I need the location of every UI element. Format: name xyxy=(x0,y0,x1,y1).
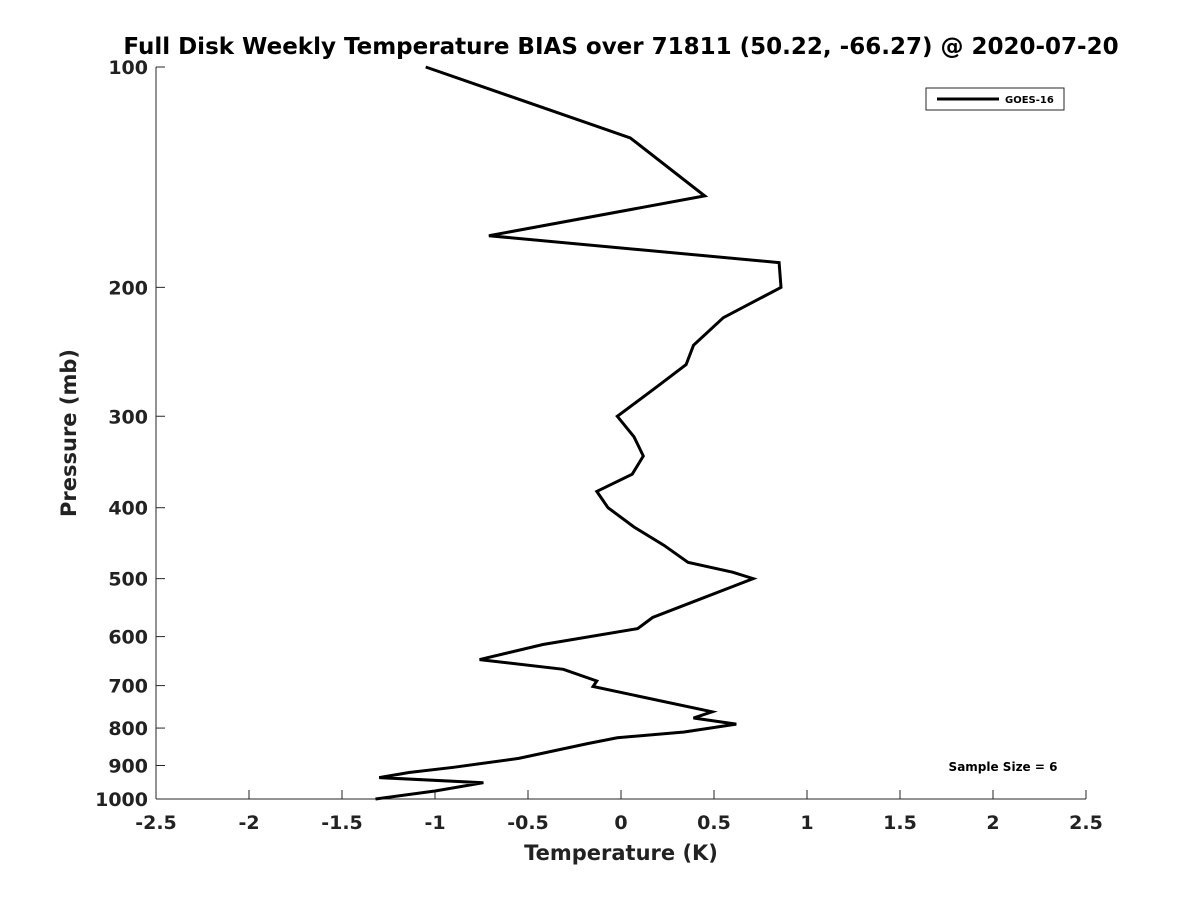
sample-size-annotation: Sample Size = 6 xyxy=(949,760,1058,774)
y-tick-label: 100 xyxy=(108,57,148,79)
x-tick-label: -1.5 xyxy=(321,812,363,834)
y-tick-label: 800 xyxy=(108,718,148,740)
legend: GOES-16 xyxy=(925,87,1065,111)
y-tick-label: 1000 xyxy=(95,789,148,811)
chart-title: Full Disk Weekly Temperature BIAS over 7… xyxy=(123,34,1118,60)
y-tick-label: 200 xyxy=(108,277,148,299)
x-tick-label: -0.5 xyxy=(507,812,549,834)
x-tick-label: 2 xyxy=(986,812,999,834)
y-tick-label: 400 xyxy=(108,498,148,520)
x-axis-ticks: -2.5 -2 -1.5 -1 -0.5 0 0.5 1 1.5 2 2.5 xyxy=(135,790,1103,834)
y-tick-label: 600 xyxy=(108,627,148,649)
y-tick-label: 300 xyxy=(108,406,148,428)
y-axis-label: Pressure (mb) xyxy=(57,349,81,517)
x-tick-label: -1 xyxy=(424,812,445,834)
x-tick-label: 1.5 xyxy=(883,812,917,834)
y-tick-label: 700 xyxy=(108,676,148,698)
x-axis-label: Temperature (K) xyxy=(524,841,718,865)
x-tick-label: 1 xyxy=(800,812,813,834)
legend-label-goes-16: GOES-16 xyxy=(1005,95,1054,106)
x-tick-label: 0 xyxy=(614,812,627,834)
x-tick-label: 0.5 xyxy=(697,812,731,834)
x-tick-label: -2.5 xyxy=(135,812,177,834)
x-tick-label: 2.5 xyxy=(1069,812,1103,834)
y-tick-label: 900 xyxy=(108,756,148,778)
x-tick-label: -2 xyxy=(238,812,259,834)
series-line-goes-16 xyxy=(375,65,783,801)
y-axis-ticks: 100 200 300 400 500 600 700 800 900 1000 xyxy=(95,57,165,811)
y-tick-label: 500 xyxy=(108,569,148,591)
